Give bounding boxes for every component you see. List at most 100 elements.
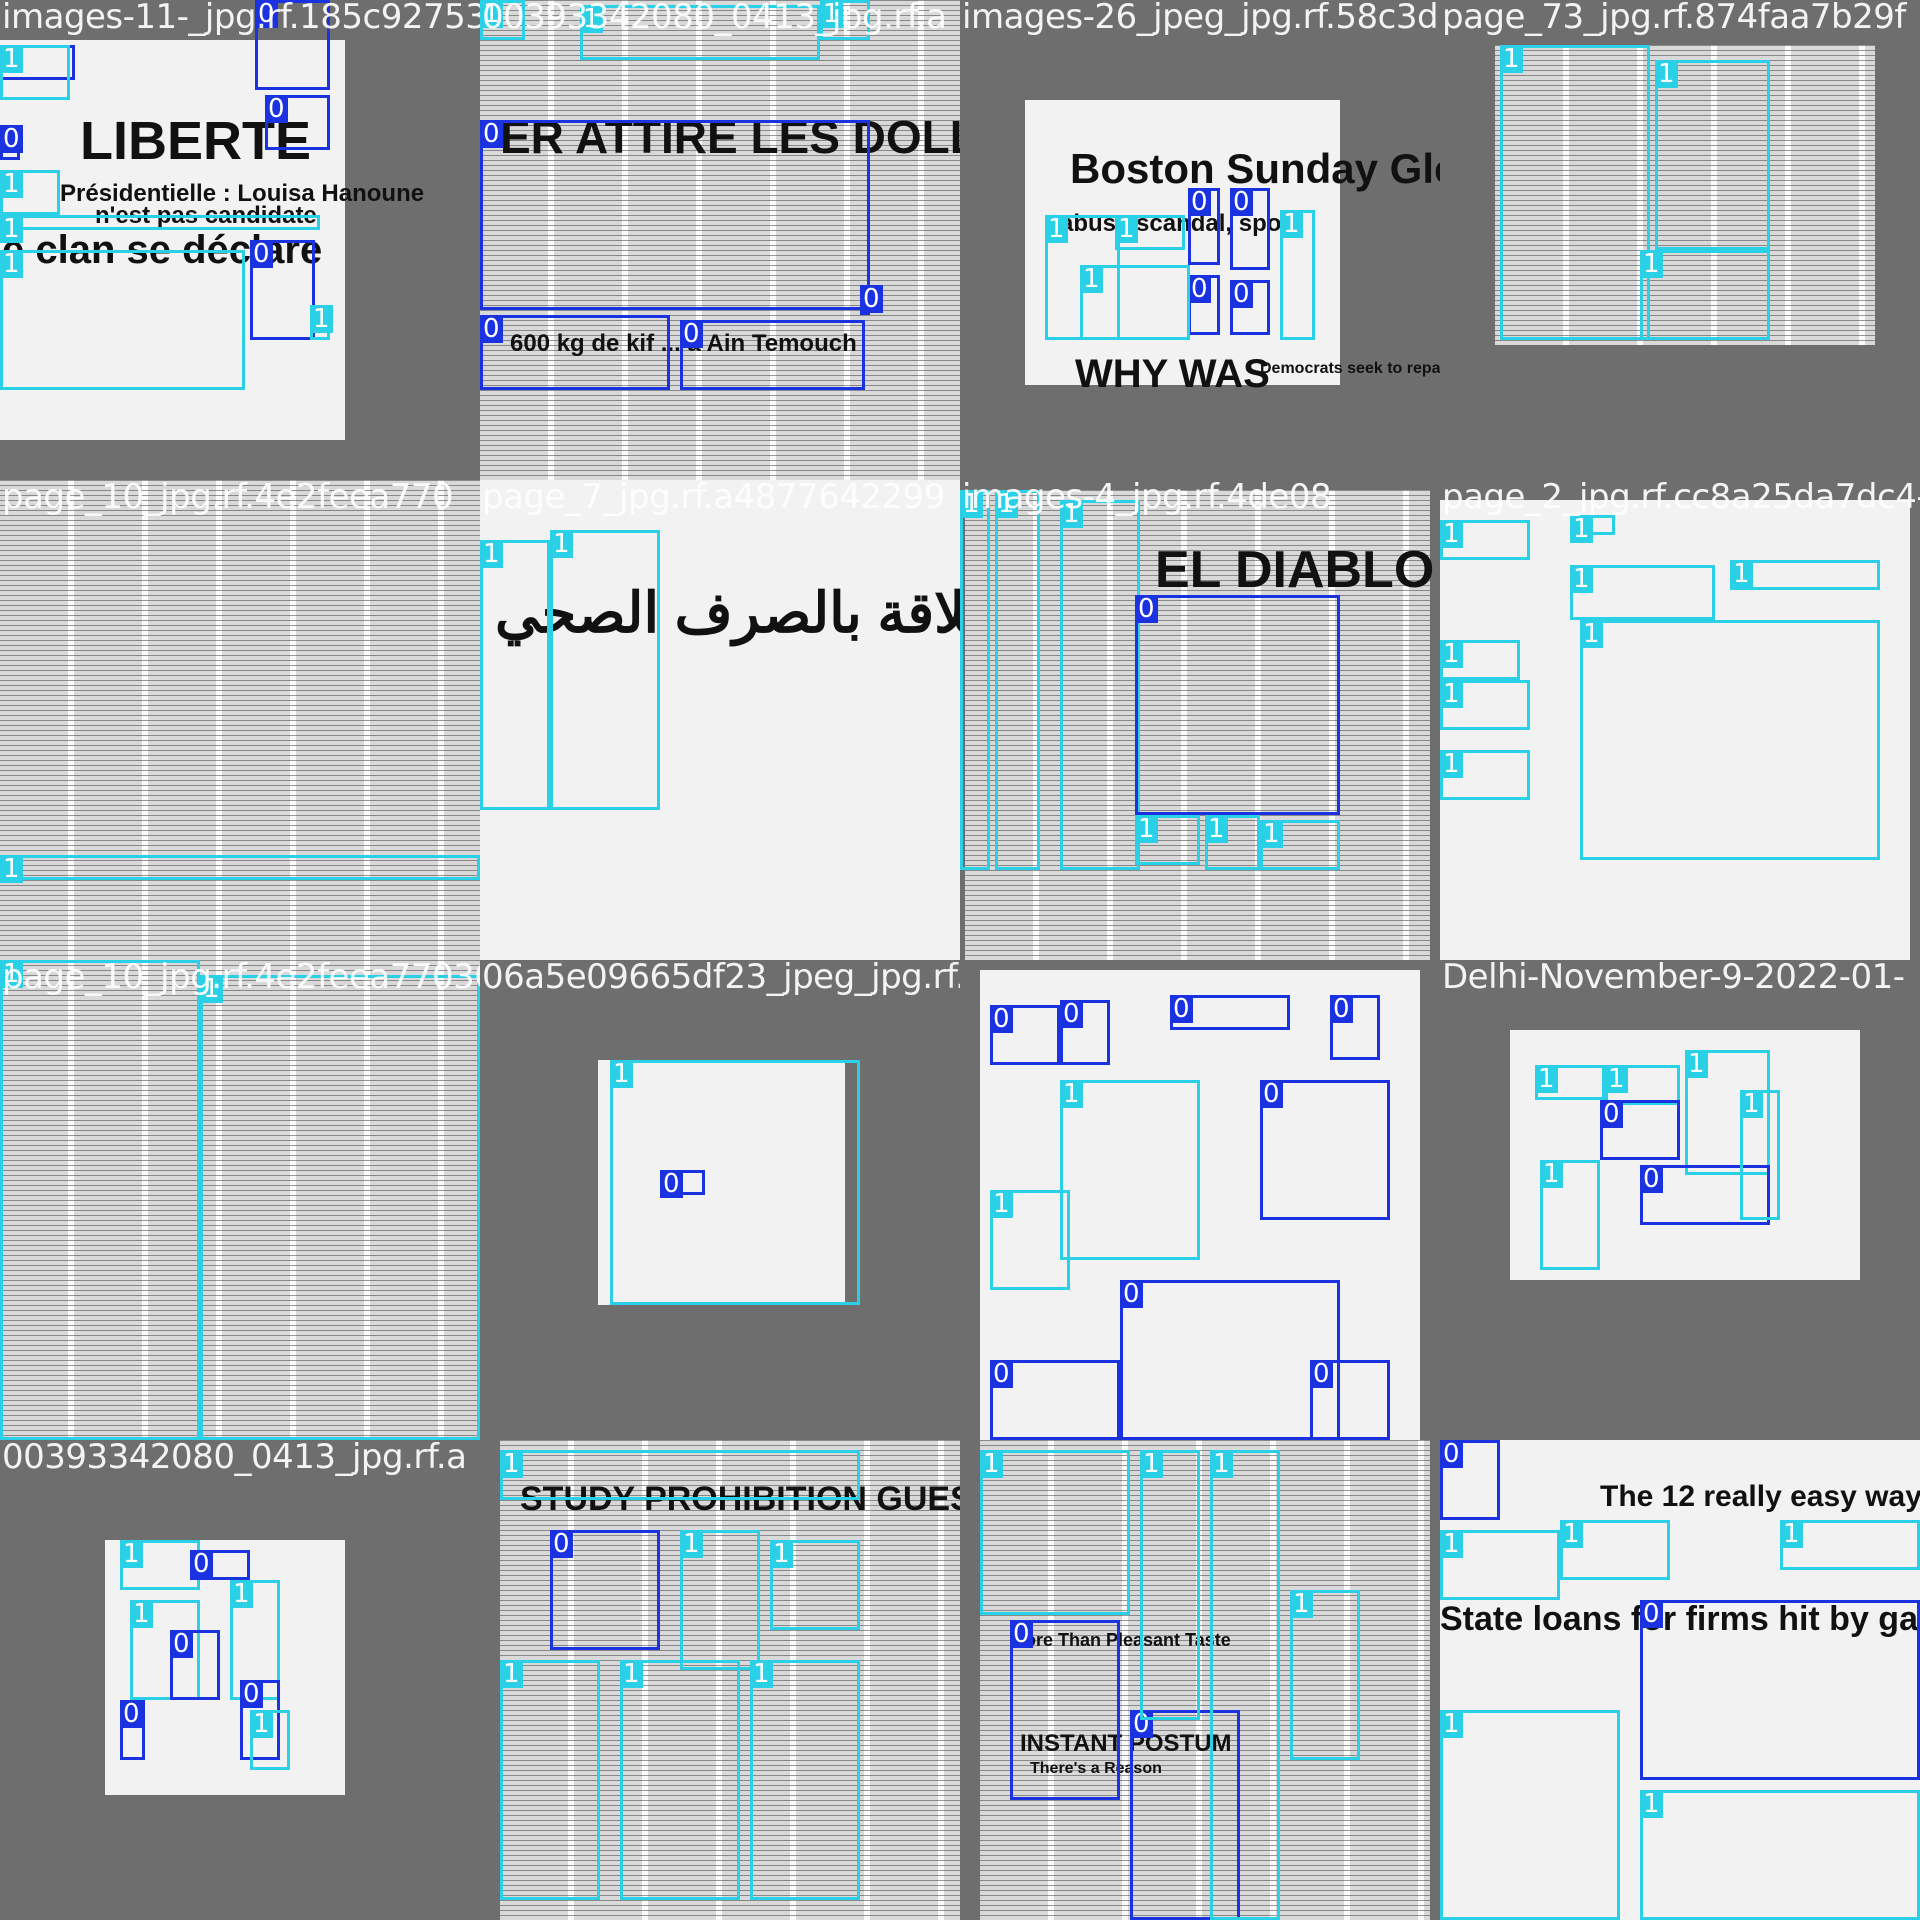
detection-box-class-0: 0	[1188, 275, 1220, 335]
class-label: 0	[1060, 1000, 1083, 1028]
class-label: 0	[860, 285, 883, 313]
detection-box-class-1: 1	[680, 1530, 760, 1670]
detection-box-class-0: 0	[680, 320, 865, 390]
class-label: 1	[620, 1660, 643, 1688]
class-label: 1	[990, 1190, 1013, 1218]
detection-box-class-1: 1	[1440, 1710, 1620, 1920]
detection-box-class-1: 1	[1280, 210, 1315, 340]
detection-box-class-1: 1	[610, 1060, 860, 1305]
detection-box-class-0: 0	[480, 120, 870, 310]
class-label: 0	[1120, 1280, 1143, 1308]
detection-box-class-0: 0	[660, 1170, 705, 1198]
class-label: 1	[230, 1580, 253, 1608]
tile-filename: page_2_jpg.rf.cc8a25da7dc4-10	[1442, 480, 1920, 517]
class-label: 1	[1060, 500, 1083, 528]
detection-box-class-1: 1	[500, 1660, 600, 1900]
detection-box-class-1: 1	[310, 305, 333, 340]
newspaper-page	[0, 960, 480, 1440]
class-label: 0	[1310, 1360, 1333, 1388]
mosaic-tile: EL DIABLO 1 1 1 0 1 1 1 images-4_jpg.rf.4de08	[960, 480, 1440, 960]
class-label: 1	[1540, 1160, 1563, 1188]
mosaic-tile: 0 0 0 0 1 0 0 1 0 0	[960, 960, 1440, 1440]
class-label: 1	[0, 45, 23, 73]
detection-box-class-1: 1	[1260, 820, 1340, 870]
detection-box-class-1: 1	[1560, 1520, 1670, 1580]
detection-box-class-1: 1	[0, 250, 245, 390]
detection-box-class-1: 1	[1685, 1050, 1770, 1175]
class-label: 0	[660, 1170, 683, 1198]
class-label: 0	[265, 95, 288, 123]
page-headline: There's a Reason	[1030, 1760, 1162, 1777]
detection-box-class-1: 1	[620, 1660, 740, 1900]
detection-box-class-0: 0	[1188, 188, 1220, 265]
class-label: 1	[680, 1530, 703, 1558]
detection-box-class-1: 1	[1640, 1790, 1920, 1920]
detection-box-class-0: 0	[1330, 995, 1380, 1060]
tile-filename: page_7_jpg.rf.a4877642299	[482, 480, 945, 517]
detection-box-class-1: 1	[980, 1450, 1130, 1615]
newspaper-page	[598, 1060, 845, 1305]
detection-box-class-0: 0	[120, 1700, 145, 1760]
class-label: 0	[250, 240, 273, 268]
detection-box-class-0: 0	[0, 125, 23, 160]
detection-box-class-1: 1	[480, 0, 525, 40]
class-label: 1	[200, 975, 223, 1003]
detection-box-class-1: 1	[120, 1540, 200, 1590]
class-label: 0	[1640, 1165, 1663, 1193]
class-label: 1	[1290, 1590, 1313, 1618]
mosaic-tile: State loans for firms hit by gas price r…	[1440, 1440, 1920, 1920]
tile-filename: 00393342080_0413_jpg.rf.a	[482, 0, 947, 37]
class-label: 1	[1685, 1050, 1708, 1078]
newspaper-page	[1440, 500, 1910, 960]
detection-box-class-0: 0	[1310, 1360, 1390, 1440]
detection-box-class-1: 1	[0, 960, 200, 1440]
detection-box-class-1: 1	[1080, 265, 1190, 340]
class-label: 0	[1330, 995, 1353, 1023]
class-label: 0	[990, 1005, 1013, 1033]
class-label: 0	[170, 1630, 193, 1658]
detection-box-class-1: 1	[750, 1660, 860, 1900]
tile-filename: page_10_jpg.rf.4e2feea770	[2, 480, 454, 517]
class-label: 1	[750, 1660, 773, 1688]
newspaper-page	[480, 480, 960, 960]
detection-box-class-1: 1	[1500, 45, 1650, 340]
detection-box-class-1: 1	[250, 1710, 290, 1770]
detection-box-class-0: 0	[1170, 995, 1290, 1030]
class-label: 1	[1535, 1065, 1558, 1093]
class-label: 1	[1500, 45, 1523, 73]
detection-box-class-1: 1	[1440, 520, 1530, 560]
class-label: 1	[500, 1660, 523, 1688]
detection-box-class-0: 0	[1600, 1100, 1680, 1160]
page-headline: INSTANT POSTUM	[1020, 1730, 1232, 1757]
class-label: 0	[1600, 1100, 1623, 1128]
class-label: 0	[550, 1530, 573, 1558]
page-headline: Democrats seek to repair	[1260, 360, 1440, 377]
class-label: 0	[1170, 995, 1193, 1023]
class-label: 1	[1655, 60, 1678, 88]
class-label: 0	[680, 320, 703, 348]
detection-box-class-1: 1	[1570, 515, 1615, 543]
class-label: 1	[1205, 815, 1228, 843]
mosaic-tile: 1 0 1 0 1 0 0 1 00393342080_0413_jpg.rf.a	[0, 1440, 480, 1920]
class-label: 1	[1740, 1090, 1763, 1118]
detection-box-class-1: 1	[0, 215, 320, 243]
class-label: 1	[995, 490, 1018, 518]
page-headline: لها علاقة بالصرف الصحي	[495, 581, 960, 644]
detection-box-class-0: 0	[1260, 1080, 1390, 1220]
class-label: 1	[0, 250, 23, 278]
detection-box-class-1: 1	[200, 975, 480, 1440]
newspaper-page	[500, 1440, 960, 1920]
detection-box-class-0: 0	[265, 95, 330, 150]
class-label: 0	[190, 1550, 213, 1578]
class-label: 1	[0, 960, 23, 988]
detection-box-class-0: 0	[190, 1550, 250, 1580]
class-label: 1	[960, 490, 983, 518]
page-headline: EL DIABLO	[1155, 541, 1435, 599]
detection-box-class-0: 0	[1010, 1620, 1120, 1800]
class-label: 1	[310, 305, 333, 333]
tile-filename: page_10_jpg.rf.4e2feea77030	[2, 960, 480, 997]
class-label: 1	[1080, 265, 1103, 293]
tile-filename: page_73_jpg.rf.874faa7b29f	[1442, 0, 1906, 37]
class-label: 0	[1135, 595, 1158, 623]
